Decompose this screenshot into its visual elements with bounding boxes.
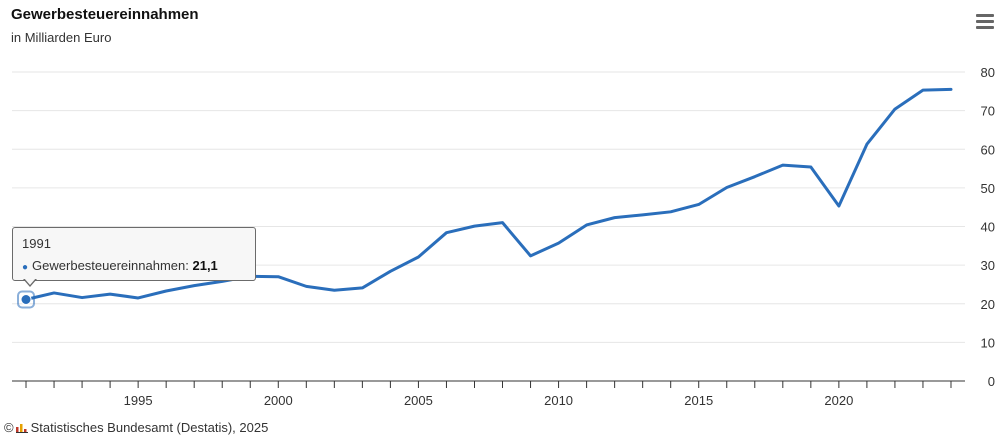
menu-bar xyxy=(976,20,994,23)
chart-title: Gewerbesteuereinnahmen xyxy=(11,6,199,23)
x-tick-label: 2020 xyxy=(824,393,853,408)
y-tick-label: 70 xyxy=(981,104,995,119)
menu-bar xyxy=(976,26,994,29)
tooltip-year: 1991 xyxy=(22,236,51,251)
data-tooltip: 1991 ● Gewerbesteuereinnahmen: 21,1 xyxy=(12,227,256,281)
y-tick-label: 80 xyxy=(981,65,995,80)
y-tick-label: 10 xyxy=(981,335,995,350)
series-layer xyxy=(24,87,953,301)
y-tick-label: 0 xyxy=(988,374,995,389)
series-dot-icon: ● xyxy=(22,262,29,273)
tooltip-value: 21,1 xyxy=(192,258,218,273)
highlight-marker-layer xyxy=(17,290,36,309)
x-tick-label: 2015 xyxy=(684,393,713,408)
x-tick-label: 2010 xyxy=(544,393,573,408)
gridlines xyxy=(12,71,965,343)
x-tick-label: 1995 xyxy=(124,393,153,408)
x-axis: 1995 2000 2005 2010 2015 2020 xyxy=(12,380,965,408)
source-credit: © Statistisches Bundesamt (Destatis), 202… xyxy=(4,420,268,436)
series-line-gewerbesteuereinnahmen xyxy=(24,87,953,301)
x-tick-label: 2000 xyxy=(264,393,293,408)
chart-subtitle: in Milliarden Euro xyxy=(11,30,112,45)
y-tick-label: 50 xyxy=(981,181,995,196)
y-tick-label: 30 xyxy=(981,258,995,273)
tooltip-row: ● Gewerbesteuereinnahmen: 21,1 xyxy=(22,258,218,273)
hamburger-menu-icon[interactable] xyxy=(976,14,994,30)
y-tick-label: 60 xyxy=(981,142,995,157)
x-tick-label: 2005 xyxy=(404,393,433,408)
source-text: Statistisches Bundesamt (Destatis), 2025 xyxy=(30,420,269,435)
data-point-1991 xyxy=(20,294,32,306)
tooltip-series-label: Gewerbesteuereinnahmen: xyxy=(32,258,193,273)
y-tick-label: 40 xyxy=(981,220,995,235)
destatis-logo-icon xyxy=(15,421,28,436)
menu-bar xyxy=(976,14,994,17)
tooltip-arrow-fill xyxy=(24,278,36,285)
highlight-halo xyxy=(17,290,36,309)
y-axis-ticks: 0 10 20 30 40 50 60 70 80 xyxy=(981,65,995,389)
y-tick-label: 20 xyxy=(981,297,995,312)
copyright-symbol: © xyxy=(4,420,14,435)
